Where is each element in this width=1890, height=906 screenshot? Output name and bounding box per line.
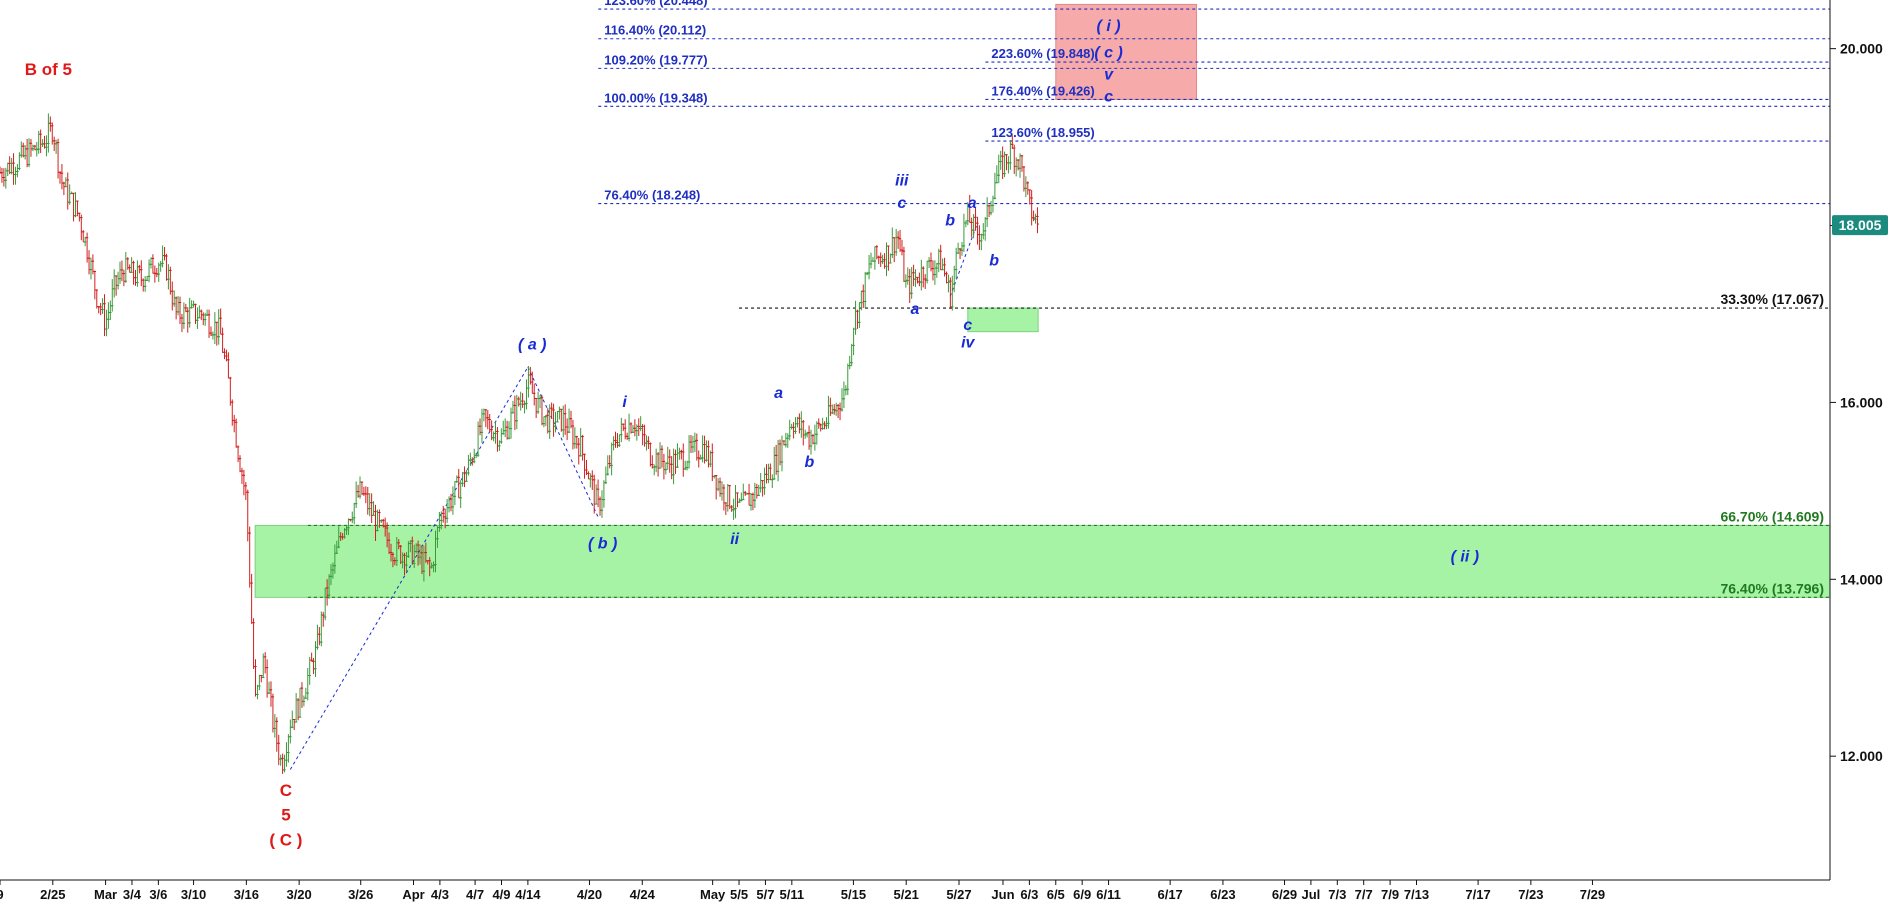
- green-zone-0: [254, 524, 1831, 598]
- x-tick-label-8: 3/26: [348, 887, 373, 902]
- y-tick-label-4: 20.000: [1840, 41, 1883, 57]
- wave-label-18: ( i ): [1097, 18, 1121, 35]
- wave-label-9: b: [805, 454, 815, 471]
- x-tick-label-12: 4/9: [492, 887, 510, 902]
- wave-label-5: ( b ): [588, 535, 617, 552]
- fib-label-9: 66.70% (14.609): [1720, 508, 1824, 524]
- x-tick-label-34: 7/9: [1381, 887, 1399, 902]
- wave-label-8: a: [774, 385, 783, 402]
- x-tick-label-20: 5/15: [841, 887, 866, 902]
- x-tick-label-4: 3/6: [149, 887, 167, 902]
- x-tick-label-35: 7/13: [1404, 887, 1429, 902]
- last-price-label: 18.005: [1839, 217, 1882, 233]
- last-price-badge: [1832, 215, 1888, 236]
- x-tick-label-25: 6/5: [1047, 887, 1065, 902]
- wave-label-1: C: [280, 781, 292, 800]
- wave-line-1: [527, 366, 599, 518]
- wave-label-15: b: [989, 252, 999, 269]
- x-tick-label-23: Jun: [991, 887, 1014, 902]
- x-tick-label-33: 7/7: [1355, 887, 1373, 902]
- x-tick-label-18: 5/7: [756, 887, 774, 902]
- x-tick-label-14: 4/20: [577, 887, 602, 902]
- x-tick-label-29: 6/23: [1210, 887, 1235, 902]
- x-tick-label-28: 6/17: [1157, 887, 1182, 902]
- x-tick-label-3: 3/4: [123, 887, 142, 902]
- fib-label-7: 123.60% (18.955): [991, 125, 1094, 140]
- wave-label-0: B of 5: [25, 60, 72, 79]
- fib-label-8: 33.30% (17.067): [1720, 291, 1824, 307]
- y-tick-label-1: 14.000: [1840, 571, 1883, 587]
- plot-area: [0, 0, 1830, 880]
- x-tick-label-22: 5/27: [946, 887, 971, 902]
- x-tick-label-5: 3/10: [181, 887, 206, 902]
- candles: [0, 113, 1040, 774]
- wave-label-7: ii: [730, 531, 739, 548]
- wave-label-6: i: [622, 394, 627, 411]
- green-zone-1: [967, 307, 1039, 333]
- fib-label-2: 109.20% (19.777): [604, 52, 707, 67]
- x-tick-label-24: 6/3: [1020, 887, 1038, 902]
- wave-label-3: ( C ): [269, 831, 302, 850]
- x-tick-label-9: Apr: [402, 887, 424, 902]
- fib-label-6: 176.40% (19.426): [991, 83, 1094, 98]
- x-tick-label-19: 5/11: [780, 887, 805, 902]
- x-tick-label-31: Jul: [1302, 887, 1321, 902]
- x-tick-label-2: Mar: [94, 887, 117, 902]
- x-tick-label-0: 9: [0, 887, 4, 902]
- x-tick-label-6: 3/16: [234, 887, 259, 902]
- wave-label-13: b: [945, 213, 955, 230]
- x-tick-label-1: 2/25: [40, 887, 65, 902]
- x-tick-label-10: 4/3: [431, 887, 449, 902]
- x-tick-label-16: May: [700, 887, 726, 902]
- x-tick-label-17: 5/5: [730, 887, 748, 902]
- y-tick-label-0: 12.000: [1840, 748, 1883, 764]
- x-tick-label-7: 3/20: [286, 887, 311, 902]
- fib-label-5: 223.60% (19.848): [991, 46, 1094, 61]
- fib-label-0: 123.60% (20.448): [604, 0, 707, 8]
- wave-label-16: c: [963, 317, 972, 334]
- x-tick-label-37: 7/23: [1518, 887, 1543, 902]
- x-tick-label-11: 4/7: [466, 887, 484, 902]
- x-tick-label-15: 4/24: [630, 887, 656, 902]
- fib-label-10: 76.40% (13.796): [1720, 580, 1824, 596]
- wave-label-4: ( a ): [518, 336, 546, 353]
- wave-label-11: c: [897, 195, 906, 212]
- x-tick-label-21: 5/21: [894, 887, 919, 902]
- fib-label-4: 76.40% (18.248): [604, 188, 700, 203]
- wave-label-14: a: [968, 195, 977, 212]
- y-tick-label-2: 16.000: [1840, 394, 1883, 410]
- x-tick-label-36: 7/17: [1465, 887, 1490, 902]
- fib-label-3: 100.00% (19.348): [604, 90, 707, 105]
- x-tick-label-32: 7/3: [1328, 887, 1346, 902]
- x-tick-label-13: 4/14: [515, 887, 541, 902]
- red-zone-2: [1055, 3, 1198, 100]
- wave-label-20: v: [1104, 67, 1114, 84]
- wave-label-2: 5: [281, 806, 290, 825]
- wave-label-21: c: [1104, 89, 1113, 106]
- fib-label-1: 116.40% (20.112): [604, 23, 706, 38]
- x-tick-label-30: 6/29: [1272, 887, 1297, 902]
- wave-label-10: iii: [895, 173, 909, 190]
- wave-label-17: iv: [961, 335, 975, 352]
- wave-label-22: ( ii ): [1451, 549, 1479, 566]
- x-tick-label-27: 6/11: [1096, 887, 1121, 902]
- wave-label-19: ( c ): [1094, 44, 1122, 61]
- wave-label-12: a: [911, 301, 920, 318]
- x-tick-label-26: 6/9: [1073, 887, 1091, 902]
- x-tick-label-38: 7/29: [1580, 887, 1605, 902]
